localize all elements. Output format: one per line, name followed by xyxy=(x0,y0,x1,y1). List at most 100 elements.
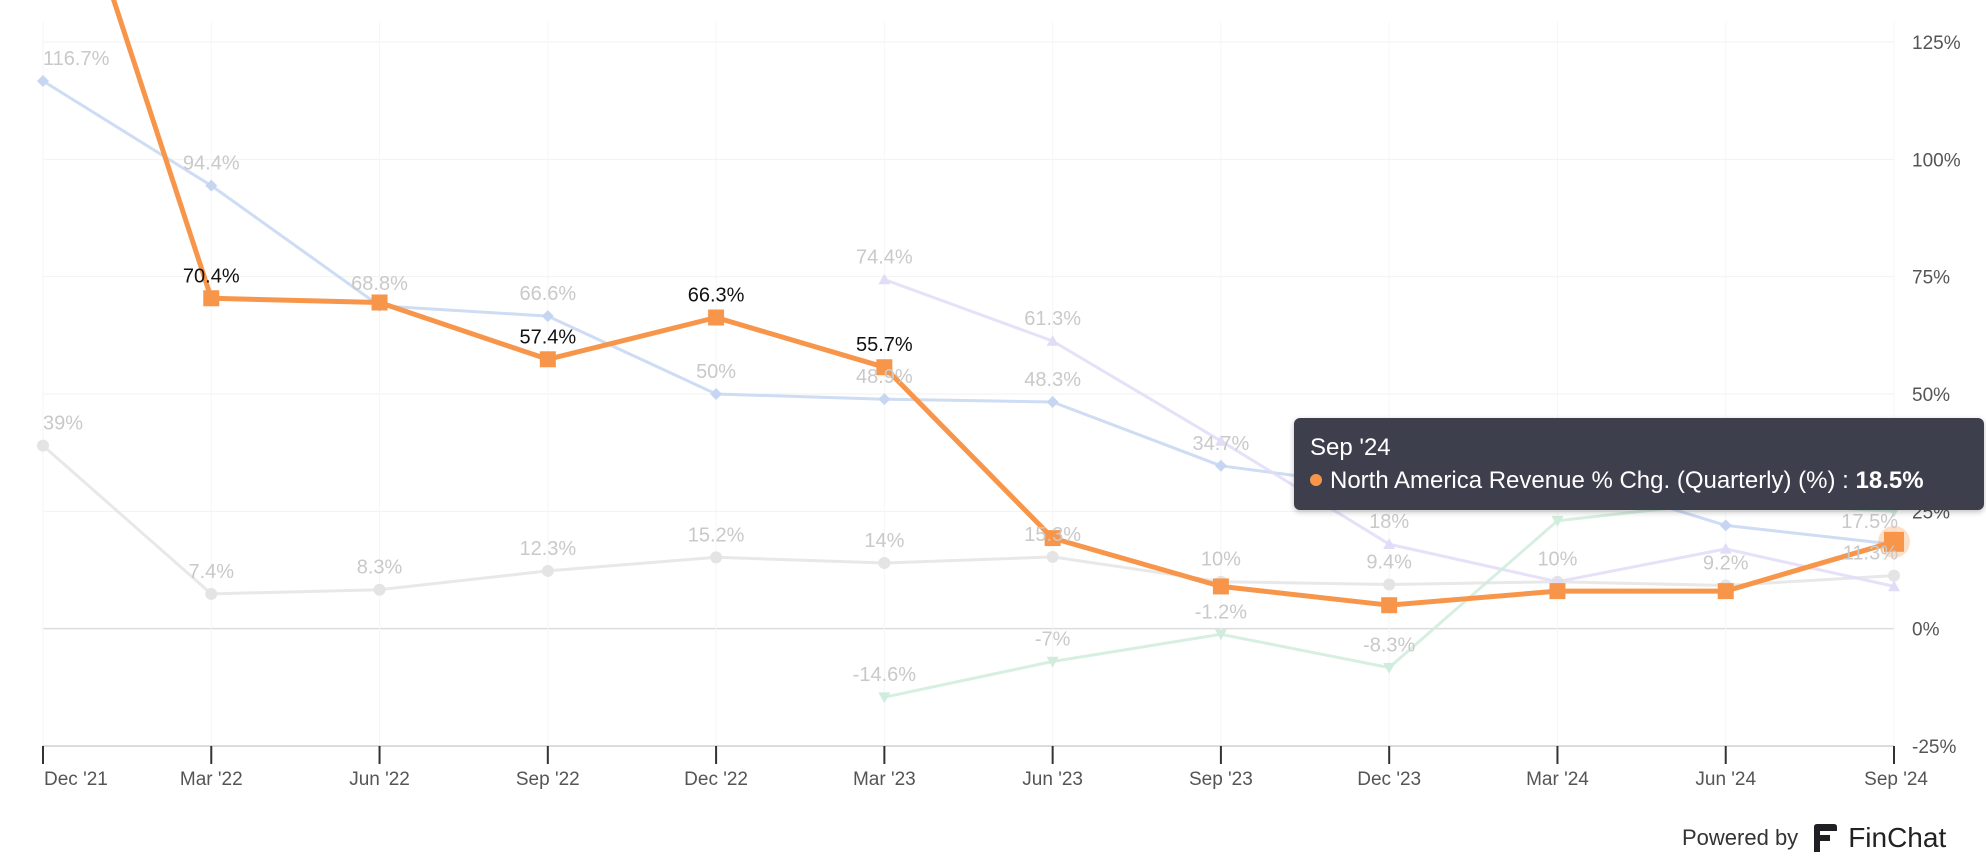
y-tick-label: 100% xyxy=(1912,150,1961,171)
data-point xyxy=(541,564,554,577)
data-label: 7.4% xyxy=(188,561,234,583)
data-label: 66.6% xyxy=(519,283,576,305)
data-point xyxy=(37,74,49,87)
tooltip-value: 18.5% xyxy=(1855,467,1924,494)
data-point xyxy=(876,359,893,376)
data-point xyxy=(373,583,386,596)
x-tick-label: Mar '22 xyxy=(180,769,243,790)
data-label: 8.3% xyxy=(357,557,403,579)
data-point xyxy=(1046,395,1059,408)
data-point xyxy=(1719,519,1732,532)
data-label: 48.3% xyxy=(1024,369,1081,391)
x-tick-label: Dec '23 xyxy=(1357,769,1421,790)
x-tick-label: Jun '22 xyxy=(349,769,410,790)
data-point xyxy=(1214,629,1227,641)
tooltip-separator: : xyxy=(1835,467,1856,494)
x-tick-label: Sep '22 xyxy=(516,769,580,790)
tooltip-title: Sep '24 xyxy=(1310,434,1391,461)
data-point xyxy=(1717,583,1734,600)
data-point xyxy=(205,179,218,192)
y-tick-label: 0% xyxy=(1912,620,1940,641)
data-label: 68.8% xyxy=(351,273,408,295)
grid-lines xyxy=(42,22,1895,747)
data-point xyxy=(1046,334,1059,346)
data-point xyxy=(1383,662,1396,674)
data-label: 15.3% xyxy=(1024,524,1081,546)
x-tick-label: Dec '21 xyxy=(44,769,108,790)
data-label: -14.6% xyxy=(853,664,917,686)
data-point xyxy=(371,294,388,311)
data-point xyxy=(1214,434,1227,446)
data-label: -8.3% xyxy=(1363,635,1415,657)
series-line xyxy=(41,444,1896,596)
data-point xyxy=(1381,597,1398,614)
data-label: 11.3% xyxy=(1843,543,1898,565)
data-point xyxy=(878,556,891,569)
data-label: 34.7% xyxy=(1193,433,1250,455)
data-point xyxy=(1549,583,1566,600)
data-point xyxy=(1888,580,1900,592)
series-background xyxy=(37,439,1900,600)
data-label: 66.3% xyxy=(688,284,745,306)
tooltip-row: North America Revenue % Chg. (Quarterly)… xyxy=(1310,466,1984,496)
x-tick-label: Mar '23 xyxy=(853,769,916,790)
x-tick-label: Mar '24 xyxy=(1526,769,1589,790)
data-label: 12.3% xyxy=(519,538,576,560)
series-layer xyxy=(37,0,1910,704)
data-label: 10% xyxy=(1537,549,1577,571)
data-label: 74.4% xyxy=(856,246,913,268)
data-label: 50% xyxy=(696,361,736,383)
axes: -25%0%25%50%75%100%125%Dec '21 Mar '22 Jun… xyxy=(42,33,1961,790)
data-label: 10% xyxy=(1201,549,1241,571)
data-point xyxy=(203,290,220,307)
data-point xyxy=(1212,578,1229,595)
data-point xyxy=(1214,459,1227,472)
data-label: 116.7% xyxy=(43,48,110,70)
data-point xyxy=(1884,531,1904,552)
tooltip-series-dot xyxy=(1310,474,1322,486)
data-labels: 116.7% 94.4% 68.8% 66.6% 50% 48.9% 48.3% 34.7% 1… xyxy=(43,48,1898,686)
x-tick-label: Dec '22 xyxy=(684,769,748,790)
data-label: 61.3% xyxy=(1024,308,1081,330)
data-label: 15.2% xyxy=(688,524,745,546)
y-tick-label: 125% xyxy=(1912,33,1961,54)
data-label: -1.2% xyxy=(1195,601,1247,623)
finchat-logo-icon xyxy=(1814,824,1838,852)
data-point xyxy=(1719,542,1732,554)
data-label: 18% xyxy=(1369,511,1409,533)
series-background xyxy=(878,273,1900,592)
brand-name: FinChat xyxy=(1848,822,1947,853)
y-tick-label: 50% xyxy=(1912,385,1950,406)
x-tick-label: Jun '24 xyxy=(1695,769,1756,790)
data-label: 55.7% xyxy=(856,334,913,356)
chart-tooltip: Sep '24 North America Revenue % Chg. (Qu… xyxy=(1294,418,1984,510)
data-point xyxy=(1383,578,1396,591)
data-label: 70.4% xyxy=(183,265,240,287)
data-label: 17.5% xyxy=(1841,511,1898,533)
data-label: 39% xyxy=(43,413,83,435)
data-point xyxy=(1383,538,1396,549)
data-label: 9.2% xyxy=(1703,552,1749,574)
powered-by-text: Powered by xyxy=(1682,825,1799,850)
data-point xyxy=(708,309,725,326)
data-label: -7% xyxy=(1035,629,1071,651)
y-tick-label: 75% xyxy=(1912,268,1950,289)
data-point xyxy=(1551,515,1564,527)
data-label: 57.4% xyxy=(519,326,576,348)
powered-by-branding[interactable]: Powered by FinChat xyxy=(1682,818,1946,858)
data-label: 9.4% xyxy=(1366,552,1412,574)
data-point xyxy=(205,587,218,600)
data-label: 48.9% xyxy=(856,366,913,388)
data-label: 14% xyxy=(864,530,904,552)
x-tick-label: Sep '23 xyxy=(1189,769,1253,790)
series-line xyxy=(111,0,1897,608)
data-point xyxy=(710,551,723,564)
y-tick-label: -25% xyxy=(1912,737,1956,758)
data-point xyxy=(878,273,891,285)
data-point xyxy=(37,439,49,452)
data-point xyxy=(878,393,891,406)
data-point xyxy=(710,388,723,400)
data-point xyxy=(1044,530,1061,547)
series-highlighted xyxy=(111,0,1910,614)
